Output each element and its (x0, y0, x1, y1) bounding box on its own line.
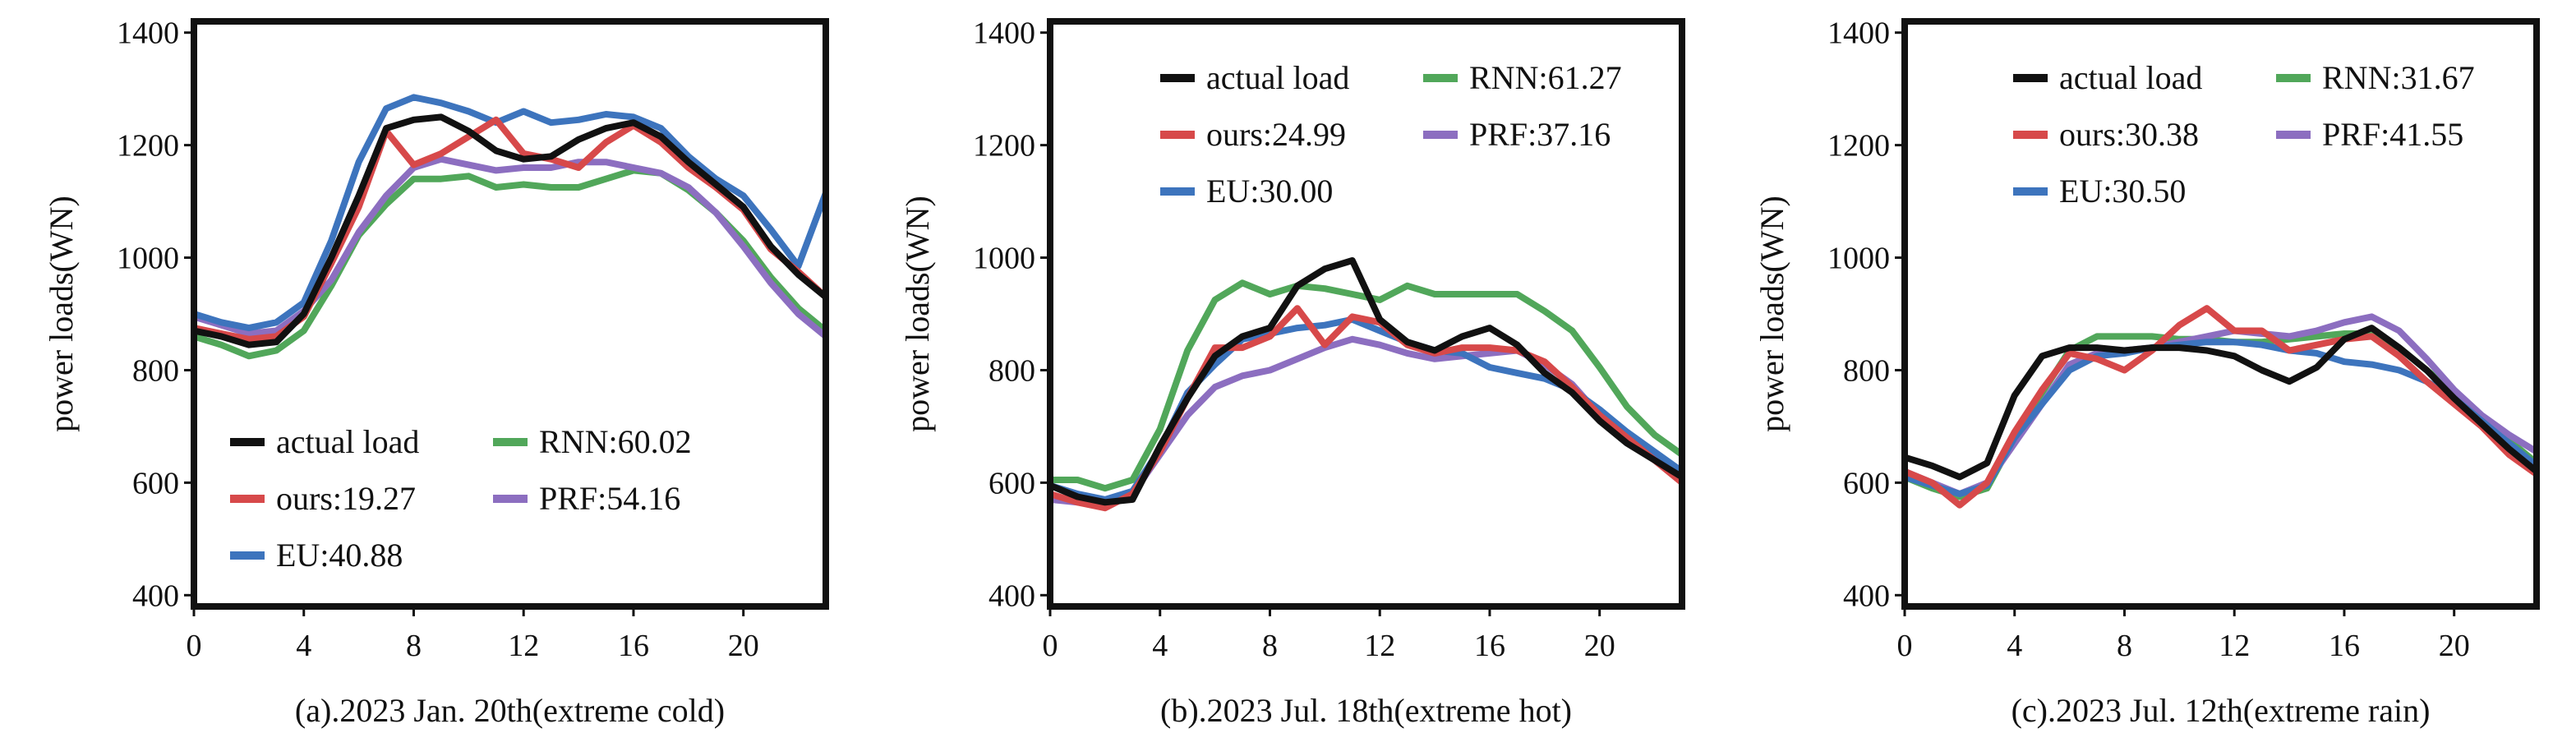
x-tick-label: 4 (1152, 629, 1168, 663)
y-tick-label: 1000 (117, 242, 179, 276)
x-tick-label: 4 (2007, 629, 2022, 663)
legend-label: ours:19.27 (276, 480, 416, 517)
legend-label: PRF:54.16 (539, 480, 680, 517)
x-axis-title: (b).2023 Jul. 18th(extreme hot) (1160, 692, 1572, 729)
legend-label: RNN:31.67 (2322, 59, 2475, 96)
y-tick-label: 1200 (973, 129, 1035, 164)
series-lines (1050, 257, 1682, 512)
x-tick-label: 0 (1043, 629, 1058, 663)
legend-label: ours:30.38 (2059, 116, 2199, 153)
legend-label: EU:30.00 (1206, 173, 1333, 210)
legend-label: actual load (276, 423, 419, 460)
x-tick-label: 20 (728, 629, 759, 663)
x-tick-label: 16 (1474, 629, 1505, 663)
y-tick-label: 800 (132, 353, 179, 388)
series-line-actual-load (1050, 257, 1682, 506)
legend-label: RNN:60.02 (539, 423, 692, 460)
y-tick-label: 800 (1843, 353, 1890, 388)
plot-frame (191, 18, 829, 610)
series-lines (194, 94, 826, 360)
x-tick-label: 16 (2329, 629, 2360, 663)
series-line-ours (1905, 305, 2537, 509)
x-tick-label: 12 (1364, 629, 1395, 663)
x-axis-title: (c).2023 Jul. 12th(extreme rain) (2011, 692, 2431, 729)
x-tick-label: 12 (508, 629, 539, 663)
legend: actual load ours:30.38 EU:30.50 RNN:31.67 PR… (2013, 59, 2475, 210)
legend-label: PRF:41.55 (2322, 116, 2463, 153)
plot-frame (1047, 18, 1685, 610)
chart-panel-3: 400 600 800 1000 1200 1400 0 4 8 12 16 20 power load… (1753, 16, 2540, 729)
y-tick-label: 1400 (117, 16, 179, 51)
x-tick-label: 0 (187, 629, 202, 663)
x-tick-label: 20 (2439, 629, 2470, 663)
legend: actual load ours:24.99 EU:30.00 RNN:61.27 PR… (1160, 59, 1622, 210)
legend: actual load ours:19.27 EU:40.88 RNN:60.02 PR… (230, 423, 692, 574)
x-tick-label: 8 (2117, 629, 2132, 663)
y-tick-label: 400 (132, 579, 179, 613)
x-tick-label: 8 (1262, 629, 1278, 663)
legend-label: ours:24.99 (1206, 116, 1346, 153)
legend-label: RNN:61.27 (1469, 59, 1622, 96)
legend-label: EU:30.50 (2059, 173, 2186, 210)
x-tick-label: 8 (406, 629, 422, 663)
series-line-eu (194, 94, 826, 332)
y-tick-label: 800 (988, 353, 1035, 388)
x-tick-label: 12 (2219, 629, 2250, 663)
y-tick-label: 1400 (973, 16, 1035, 51)
series-line-rnn (1905, 330, 2537, 500)
y-tick-label: 400 (988, 579, 1035, 613)
series-line-rnn (1050, 279, 1682, 492)
y-axis-title: power loads(WN) (899, 196, 936, 432)
x-tick-label: 4 (296, 629, 311, 663)
legend-label: actual load (2059, 59, 2202, 96)
y-tick-label: 400 (1843, 579, 1890, 613)
y-tick-label: 600 (988, 466, 1035, 500)
y-tick-label: 1000 (973, 242, 1035, 276)
y-tick-label: 1400 (1827, 16, 1890, 51)
x-tick-label: 0 (1897, 629, 1913, 663)
series-lines (1905, 305, 2537, 509)
y-tick-label: 600 (1843, 466, 1890, 500)
x-axis-title: (a).2023 Jan. 20th(extreme cold) (295, 692, 725, 729)
y-tick-label: 600 (132, 466, 179, 500)
plot-frame (1901, 18, 2540, 610)
chart-panel-2: 400 600 800 1000 1200 1400 0 4 8 12 16 20 power load… (899, 16, 1685, 729)
y-tick-label: 1200 (117, 129, 179, 164)
legend-label: EU:40.88 (276, 537, 403, 574)
series-line-actual-load (194, 113, 826, 348)
series-line-actual-load (1905, 325, 2537, 481)
chart-panel-1: 400 600 800 1000 1200 1400 0 4 8 12 16 20 power load… (43, 16, 829, 729)
y-axis-title: power loads(WN) (1753, 196, 1790, 432)
y-axis-title: power loads(WN) (43, 196, 80, 432)
x-tick-label: 20 (1584, 629, 1615, 663)
y-tick-label: 1200 (1827, 129, 1890, 164)
legend-label: PRF:37.16 (1469, 116, 1611, 153)
x-tick-label: 16 (618, 629, 649, 663)
y-tick-label: 1000 (1827, 242, 1890, 276)
legend-label: actual load (1206, 59, 1349, 96)
